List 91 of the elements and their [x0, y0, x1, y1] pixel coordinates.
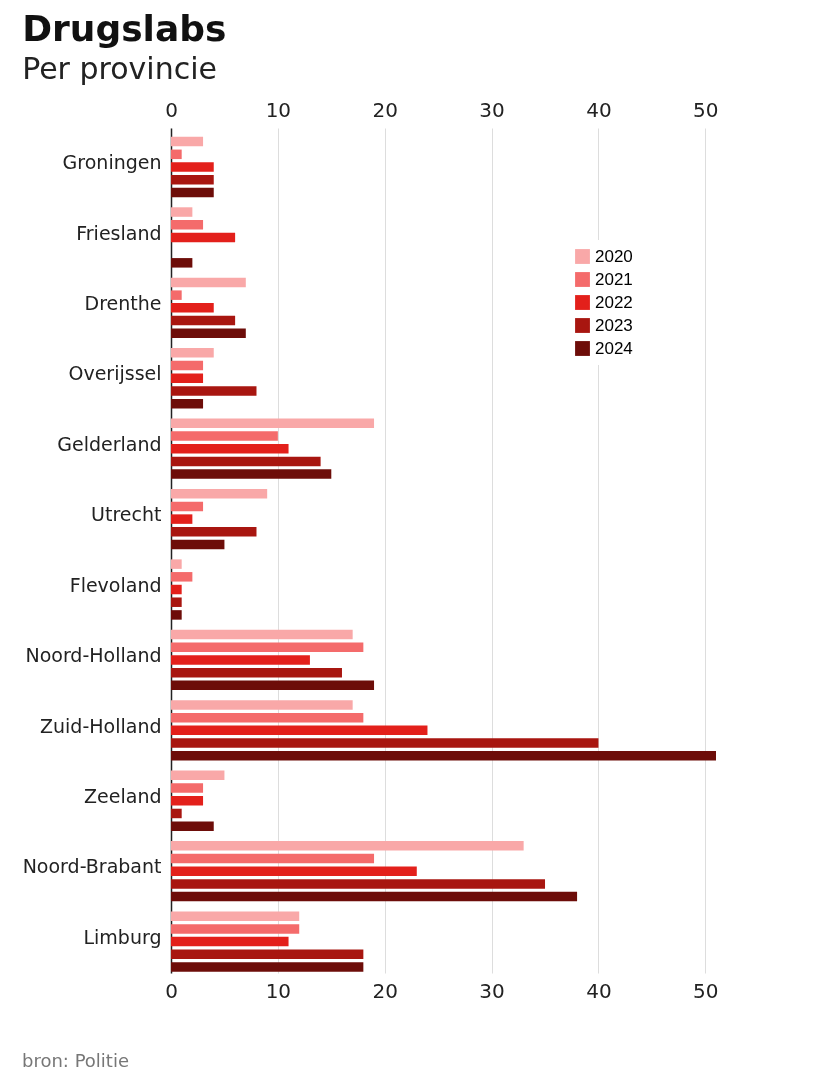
bar [171, 418, 375, 429]
y-tick-label: Limburg [83, 925, 162, 948]
bar [171, 949, 364, 960]
bar [171, 290, 182, 300]
bar [171, 642, 364, 652]
bar [171, 456, 321, 467]
y-tick-label: Drenthe [84, 292, 162, 315]
x2-tick-label: 30 [479, 978, 505, 1003]
legend-label: 2020 [595, 246, 633, 266]
bar [171, 879, 546, 889]
bar [171, 360, 204, 371]
bar [171, 770, 225, 781]
bar [171, 277, 246, 288]
chart-subtitle: Per provincie [22, 51, 217, 86]
x-tick-label: 50 [693, 97, 719, 122]
x2-tick-label: 0 [165, 978, 178, 1003]
bar [171, 315, 236, 326]
bar [171, 572, 193, 582]
y-tick-label: Friesland [76, 221, 162, 244]
bar [171, 808, 182, 819]
bar [171, 853, 375, 864]
x-tick-label: 10 [265, 97, 292, 122]
bar [171, 258, 193, 268]
x-tick-label: 0 [165, 97, 178, 122]
legend-label: 2021 [595, 269, 633, 289]
y-tick-label: Groningen [62, 151, 162, 174]
x2-tick-label: 40 [586, 978, 612, 1003]
bar [171, 924, 300, 934]
y-tick-label: Zuid-Holland [40, 714, 162, 737]
bar [171, 488, 268, 499]
legend-label: 2024 [595, 338, 633, 358]
bar [171, 610, 182, 620]
bar [171, 514, 193, 524]
bar [171, 655, 310, 665]
bar [171, 891, 578, 902]
y-tick-label: Zeeland [84, 784, 162, 807]
bar [171, 386, 257, 396]
bar [171, 174, 214, 185]
y-tick-label: Flevoland [69, 573, 162, 596]
bar [171, 700, 353, 710]
bar [171, 821, 214, 831]
bar [171, 597, 182, 607]
bar [171, 527, 257, 537]
chart-title: Drugslabs [22, 8, 227, 49]
bar [171, 187, 214, 198]
bar [171, 936, 289, 947]
bar [171, 751, 716, 761]
bar [171, 712, 364, 723]
bar [171, 629, 353, 640]
x-tick-label: 30 [479, 97, 505, 122]
bar [171, 328, 246, 338]
bar [171, 911, 300, 921]
bar [171, 667, 342, 678]
y-tick-label: Gelderland [57, 432, 162, 455]
bar [171, 162, 214, 172]
bar [171, 539, 225, 550]
bar [171, 136, 204, 147]
bar [171, 725, 428, 736]
x-tick-label: 40 [586, 97, 612, 122]
bar [171, 738, 599, 748]
x-tick-label: 20 [372, 97, 398, 122]
bar [171, 431, 278, 441]
bar [171, 866, 417, 876]
bar [171, 219, 204, 230]
bar [171, 783, 204, 793]
bar [171, 149, 182, 160]
y-tick-label: Noord-Brabant [22, 855, 162, 878]
bar [171, 232, 236, 243]
y-tick-label: Noord-Holland [25, 644, 162, 667]
bar [171, 501, 204, 512]
bar [171, 962, 364, 972]
bar [171, 398, 204, 409]
x2-tick-label: 50 [693, 978, 719, 1003]
y-tick-label: Utrecht [91, 503, 162, 526]
bar [171, 796, 204, 806]
bar [171, 469, 332, 479]
text: bron: Politie [22, 1050, 129, 1071]
bar [171, 348, 214, 358]
bar [171, 559, 182, 569]
bar [171, 207, 193, 217]
bar [171, 680, 375, 691]
bar [171, 303, 214, 313]
bar [171, 841, 524, 851]
legend-label: 2022 [595, 292, 633, 312]
bar [171, 373, 204, 384]
bar [171, 443, 289, 454]
x2-tick-label: 10 [265, 978, 292, 1003]
bar [171, 584, 182, 595]
y-tick-label: Overijssel [68, 362, 162, 385]
legend-label: 2023 [595, 315, 633, 335]
x2-tick-label: 20 [372, 978, 398, 1003]
